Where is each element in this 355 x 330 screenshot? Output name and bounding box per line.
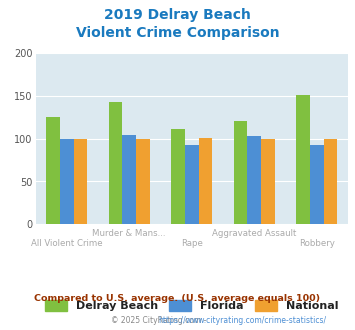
Bar [60,139,73,224]
Legend: Delray Beach, Florida, National: Delray Beach, Florida, National [40,295,343,315]
Text: 2019 Delray Beach
Violent Crime Comparison: 2019 Delray Beach Violent Crime Comparis… [76,8,279,40]
Text: All Violent Crime: All Violent Crime [31,239,103,248]
Text: Aggravated Assault: Aggravated Assault [212,229,296,238]
Bar [296,95,310,224]
Bar [136,139,150,224]
Text: Robbery: Robbery [299,239,335,248]
Bar [198,138,212,224]
Bar [261,139,275,224]
Text: Compared to U.S. average. (U.S. average equals 100): Compared to U.S. average. (U.S. average … [34,294,321,303]
Text: © 2025 CityRating.com -: © 2025 CityRating.com - [111,316,209,325]
Bar [247,136,261,224]
Bar [310,145,323,224]
Text: Rape: Rape [181,239,203,248]
Text: Murder & Mans...: Murder & Mans... [92,229,166,238]
Bar [122,135,136,224]
Text: https://www.cityrating.com/crime-statistics/: https://www.cityrating.com/crime-statist… [158,316,326,325]
Bar [46,117,60,224]
Bar [171,129,185,224]
Bar [323,139,337,224]
Bar [73,139,87,224]
Bar [109,102,122,224]
Bar [234,121,247,224]
Bar [185,145,198,224]
